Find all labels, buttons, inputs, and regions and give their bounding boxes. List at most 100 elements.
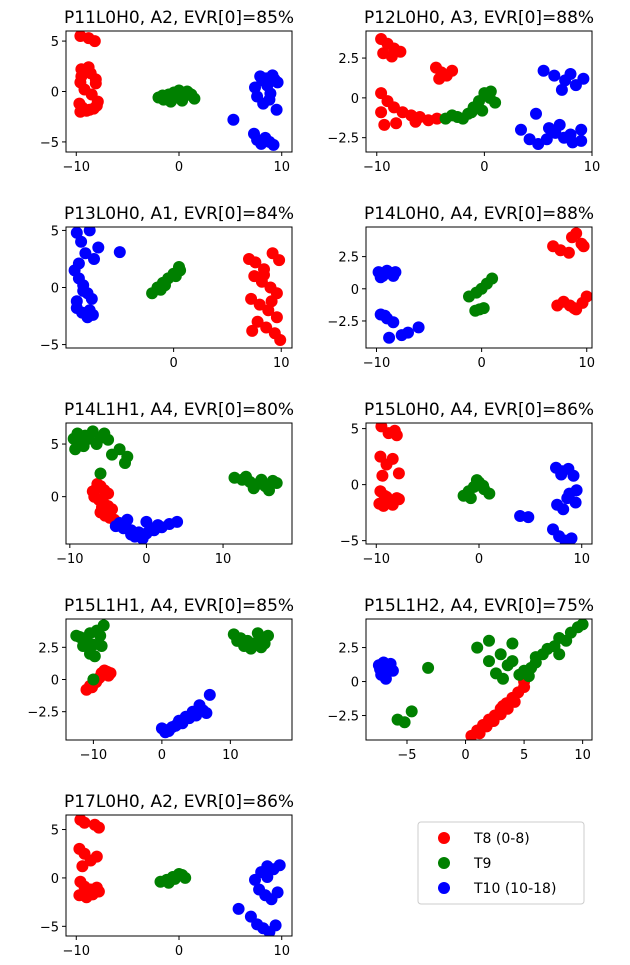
point-series-1 [390,429,403,442]
point-series-1 [433,72,446,85]
y-tick-label: 5 [51,438,59,453]
point-series-1 [251,315,264,328]
x-tick-label: −10 [363,160,390,175]
point-series-1 [246,324,259,337]
points [372,227,592,344]
y-tick-label: −5 [340,535,359,550]
panel-title: P13L0H0, A1, EVR[0]=84% [64,204,294,224]
point-series-1 [385,50,398,63]
point-series-3 [530,107,542,120]
point-series-3 [537,64,550,77]
point-series-1 [258,268,270,281]
axes-frame [365,226,593,349]
point-series-2 [398,716,411,729]
panel-title: P11L0H0, A2, EVR[0]=85% [64,8,294,28]
point-series-1 [82,61,95,74]
point-series-3 [269,919,282,932]
point-series-2 [170,91,183,104]
point-series-3 [85,292,98,305]
point-series-3 [543,122,555,135]
y-tick-label: 5 [51,35,59,50]
point-series-2 [102,433,115,446]
x-tick-label: 0 [169,356,177,371]
point-series-2 [95,640,108,652]
point-series-2 [77,440,90,453]
point-series-2 [483,655,495,668]
point-series-1 [95,667,108,680]
point-series-3 [383,331,396,344]
point-series-2 [88,650,101,663]
y-tick-label: −2.5 [327,315,359,330]
point-series-2 [119,457,131,469]
point-series-2 [270,477,283,489]
x-tick-label: 10 [273,160,290,175]
point-series-1 [75,70,88,83]
point-series-2 [536,648,549,661]
point-series-2 [97,619,110,632]
point-series-2 [176,869,189,881]
point-series-1 [76,860,89,873]
point-series-3 [273,859,286,872]
point-series-1 [89,77,102,90]
point-series-3 [140,515,153,528]
x-tick-label: 10 [215,552,232,567]
point-series-1 [431,112,443,125]
point-series-2 [529,656,542,669]
x-tick-label: 10 [584,160,601,175]
x-tick-label: 0 [158,748,166,763]
panel-title: P15L0H0, A4, EVR[0]=86% [364,400,594,420]
point-series-3 [575,123,588,136]
point-series-1 [253,298,266,311]
y-tick-label: 5 [51,824,59,839]
point-series-3 [271,76,284,89]
point-series-2 [497,672,509,685]
point-series-2 [471,641,484,654]
point-series-2 [473,303,486,316]
point-series-3 [564,68,577,80]
y-tick-label: 5 [351,423,359,438]
point-series-1 [102,487,115,500]
point-series-3 [383,660,396,673]
x-tick-label: −10 [63,160,90,175]
panel-title: P15L1H2, A4, EVR[0]=75% [364,596,594,616]
point-series-3 [540,133,553,146]
point-series-3 [249,873,261,886]
point-series-3 [200,707,213,719]
point-series-2 [513,668,526,681]
point-series-2 [422,661,435,674]
x-tick-label: 10 [578,356,595,371]
point-series-1 [78,816,91,829]
point-series-3 [569,496,582,509]
point-series-3 [553,118,566,131]
point-series-3 [261,871,274,883]
points [73,31,284,151]
point-series-2 [251,627,264,640]
points [73,815,286,936]
point-series-1 [249,256,262,269]
panel-7: P15L1H1, A4, EVR[0]=85% −10 0 10 −2.5 0 2.5 [27,596,294,763]
point-series-1 [245,292,258,305]
y-tick-label: −5 [40,339,59,354]
point-series-3 [270,103,283,116]
point-series-2 [553,648,566,661]
x-tick-label: 0 [142,552,150,567]
y-tick-label: 2.5 [338,251,359,266]
point-series-3 [179,712,192,725]
point-series-3 [515,123,527,136]
point-series-3 [203,688,216,701]
point-series-1 [497,700,509,712]
point-series-3 [567,469,580,482]
x-tick-label: 0 [477,356,485,371]
point-series-1 [273,254,286,267]
point-series-3 [548,69,561,82]
point-series-3 [267,138,280,151]
point-series-1 [87,102,100,115]
x-tick-label: 0 [475,552,483,567]
y-tick-label: −2.5 [327,710,359,725]
y-tick-label: −5 [40,136,59,151]
point-series-2 [231,634,244,647]
point-series-3 [555,83,568,96]
panel-3: P13L0H0, A1, EVR[0]=84% 0 10 −5 0 5 [40,204,294,371]
point-series-2 [560,634,573,647]
point-series-3 [227,113,240,126]
